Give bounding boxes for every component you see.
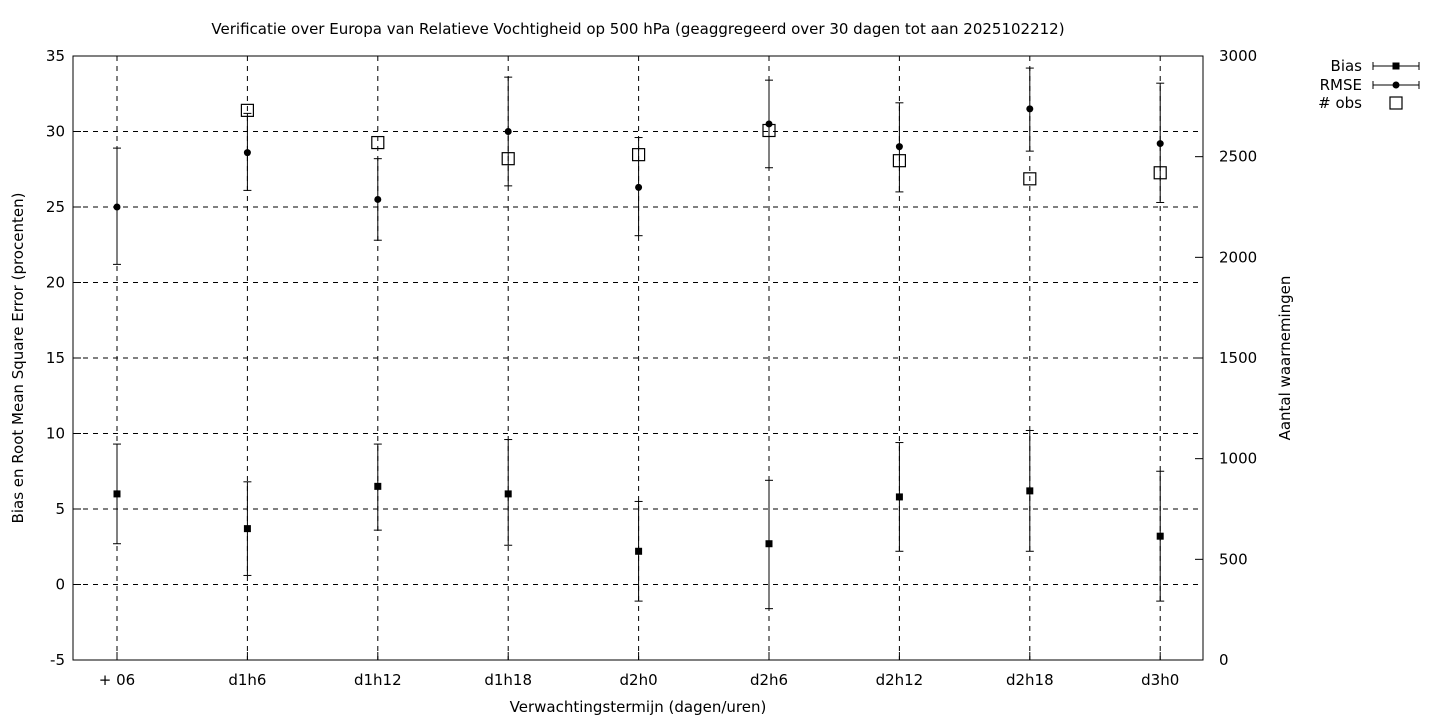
rmse-point	[635, 183, 643, 191]
y-tick-label: 25	[46, 198, 65, 216]
legend-rmse-marker	[1392, 81, 1400, 89]
y2-tick-label: 1500	[1219, 349, 1257, 367]
bias-point	[113, 490, 121, 498]
bias-point	[765, 540, 773, 548]
y-axis-tick-labels: -5 0 5 10 15 20 25 30 35	[46, 47, 65, 669]
x-tick-label: d1h6	[228, 671, 266, 689]
x-tick-label: + 06	[99, 671, 135, 689]
series-rmse	[113, 67, 1165, 265]
obs-point	[892, 154, 907, 168]
y-tick-label: 35	[46, 47, 65, 65]
rmse-point	[113, 203, 121, 211]
y-tick-label: 20	[46, 274, 65, 292]
obs-point	[240, 103, 254, 117]
rmse-point	[895, 143, 903, 151]
legend-bias-marker	[1392, 62, 1400, 70]
data-series	[113, 67, 1167, 610]
bias-point	[504, 490, 512, 498]
x-tick-label: d1h12	[354, 671, 402, 689]
rmse-point	[374, 195, 382, 203]
x-tick-label: d2h6	[750, 671, 788, 689]
legend-label: # obs	[1318, 94, 1362, 112]
rmse-point	[243, 149, 251, 157]
rmse-point	[504, 128, 512, 135]
series--obs	[240, 103, 1167, 186]
x-axis-tick-labels: + 06 d1h6 d1h12 d1h18 d2h0 d2h6 d2h12 d2h18 d3h0	[99, 671, 1179, 689]
bias-point	[374, 482, 382, 490]
y-tick-label: -5	[50, 651, 65, 669]
y2-tick-label: 500	[1219, 550, 1248, 568]
obs-point	[631, 148, 646, 162]
obs-point	[501, 152, 515, 166]
x-tick-label: d2h12	[876, 671, 924, 689]
y-tick-label: 0	[55, 576, 65, 594]
rmse-point	[1156, 140, 1164, 148]
x-tick-label: d3h0	[1141, 671, 1179, 689]
x-axis-label: Verwachtingstermijn (dagen/uren)	[510, 698, 767, 716]
plot-frame	[72, 55, 1204, 661]
obs-point	[371, 135, 385, 150]
y-axis-label: Bias en Root Mean Square Error (procente…	[9, 193, 27, 524]
bias-point	[1026, 487, 1034, 495]
y2-axis-tick-labels: 0 500 1000 1500 2000 2500 3000	[1219, 47, 1257, 669]
chart-title: Verificatie over Europa van Relatieve Vo…	[211, 20, 1064, 38]
series-bias	[113, 429, 1165, 610]
rmse-point	[1026, 105, 1034, 113]
bias-point	[895, 493, 903, 501]
y-tick-label: 5	[55, 500, 65, 518]
x-tick-label: d2h18	[1006, 671, 1054, 689]
bias-point	[243, 525, 251, 533]
y2-axis-label: Aantal waarnemingen	[1276, 276, 1294, 441]
obs-point	[1023, 172, 1037, 186]
x-tick-label: d2h0	[620, 671, 658, 689]
legend-label: Bias	[1331, 57, 1363, 75]
bias-point	[635, 547, 643, 555]
bias-point	[1156, 532, 1164, 540]
grid-lines	[73, 56, 1203, 660]
legend-label: RMSE	[1320, 76, 1362, 94]
y2-tick-label: 2500	[1219, 148, 1257, 166]
y2-tick-label: 1000	[1219, 450, 1257, 468]
y-tick-label: 15	[46, 349, 65, 367]
y-tick-label: 10	[46, 425, 65, 443]
y2-tick-label: 3000	[1219, 47, 1257, 65]
y2-tick-label: 0	[1219, 651, 1229, 669]
y-tick-label: 30	[46, 123, 65, 141]
obs-point	[1153, 166, 1167, 180]
legend-obs-marker	[1389, 96, 1403, 110]
x-tick-label: d1h18	[484, 671, 532, 689]
obs-point	[762, 123, 776, 138]
y2-tick-label: 2000	[1219, 248, 1257, 266]
